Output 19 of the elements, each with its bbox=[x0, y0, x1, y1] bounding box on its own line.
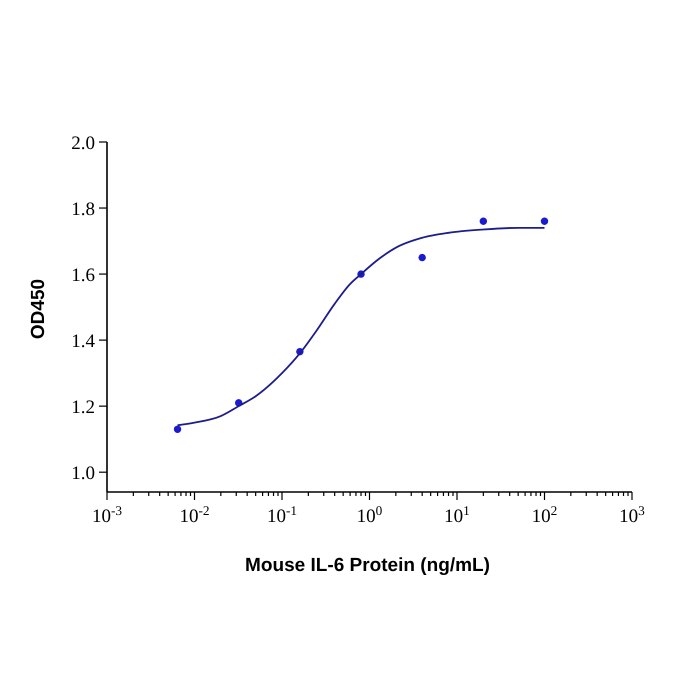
y-tick-label: 1.6 bbox=[71, 265, 95, 286]
x-tick-label: 10$^{-3}$ bbox=[92, 502, 122, 527]
x-tick-label: 10$^{-1}$ bbox=[266, 502, 298, 527]
x-tick-label: 10$^{-2}$ bbox=[179, 502, 210, 527]
point bbox=[174, 426, 182, 433]
x-tick-label: 10$^{1}$ bbox=[444, 502, 470, 527]
x-axis-title: Mouse IL-6 Protein (ng/mL) bbox=[245, 555, 490, 576]
y-axis-title: OD450 bbox=[28, 278, 49, 340]
y-tick-label: 1.2 bbox=[71, 397, 95, 418]
point bbox=[540, 218, 548, 225]
y-tick-label: 1.4 bbox=[71, 331, 96, 352]
point bbox=[418, 254, 426, 262]
x-tick-label: 10$^{2}$ bbox=[532, 502, 558, 527]
point bbox=[480, 218, 488, 225]
y-tick-label: 1.8 bbox=[71, 199, 95, 220]
y-tick-label: 1.0 bbox=[71, 463, 95, 484]
x-tick-label: 10$^{0}$ bbox=[356, 502, 383, 527]
y-tick-label: 2.0 bbox=[71, 133, 95, 154]
x-tick-label: 10$^{3}$ bbox=[619, 502, 646, 527]
